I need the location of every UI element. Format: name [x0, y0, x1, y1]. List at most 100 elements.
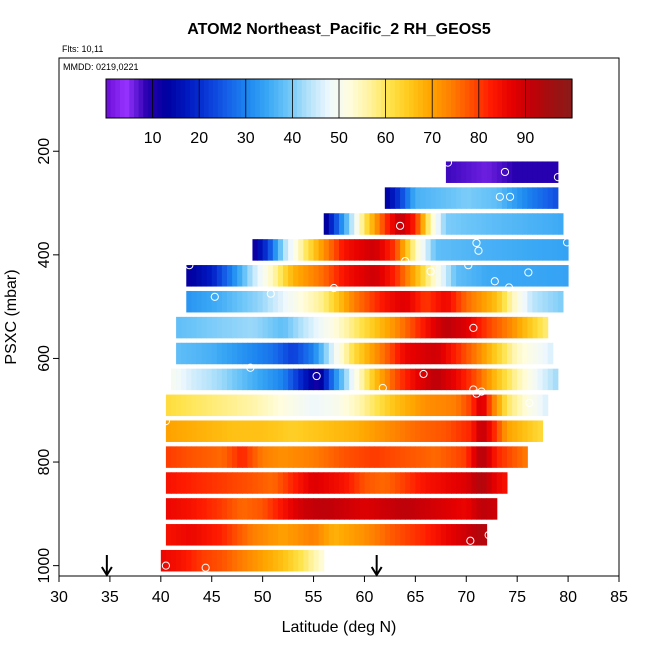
- track-point: [329, 283, 339, 293]
- heatmap-cell: [328, 239, 335, 261]
- heatmap-cell: [262, 549, 269, 572]
- x-tick-label: 30: [50, 589, 68, 606]
- heatmap-cell: [339, 472, 345, 494]
- heatmap-cell: [532, 239, 539, 261]
- heatmap-cell: [186, 316, 192, 339]
- heatmap-cell: [354, 472, 360, 494]
- heatmap-cell: [333, 265, 340, 287]
- heatmap-cell: [328, 472, 335, 494]
- heatmap-cell: [232, 472, 238, 494]
- heatmap-cell: [425, 316, 432, 339]
- heatmap-cell: [191, 446, 197, 468]
- heatmap-cell: [237, 549, 243, 572]
- heatmap-cell: [400, 316, 406, 339]
- colorbar-swatch: [516, 79, 522, 118]
- colorbar-swatch: [106, 79, 112, 118]
- heatmap-cell: [496, 342, 503, 365]
- heatmap-cell: [242, 368, 248, 391]
- arrow-head: [370, 566, 383, 577]
- heatmap-cell: [501, 316, 508, 339]
- heatmap-cell: [471, 394, 477, 417]
- colorbar-swatch: [199, 79, 205, 118]
- heatmap-cell: [216, 342, 223, 365]
- heatmap-cell: [451, 472, 457, 494]
- heatmap-cell: [425, 342, 432, 365]
- heatmap-cell: [221, 342, 228, 365]
- heatmap-cell: [476, 161, 483, 183]
- heatmap-cell: [318, 446, 325, 468]
- heatmap-cell: [440, 368, 447, 391]
- heatmap-cell: [201, 342, 208, 365]
- track-point: [466, 536, 475, 545]
- heatmap-cell: [283, 524, 289, 546]
- heatmap-cell: [461, 394, 467, 417]
- heatmap-cell: [171, 368, 177, 391]
- heatmap-cell: [349, 498, 355, 520]
- heatmap-cell: [512, 394, 518, 417]
- heatmap-cell: [165, 394, 172, 417]
- heatmap-cell: [369, 446, 376, 468]
- heatmap-cell: [288, 472, 294, 494]
- heatmap-cell: [237, 265, 243, 287]
- heatmap-cell: [216, 290, 223, 313]
- heatmap-cell: [323, 316, 330, 339]
- heatmap-cell: [374, 420, 381, 442]
- heatmap-cell: [512, 265, 518, 287]
- heatmap-cell: [369, 368, 376, 391]
- heatmap-cell: [384, 368, 391, 391]
- heatmap-cell: [527, 239, 533, 261]
- colorbar-swatch: [474, 79, 480, 118]
- colorbar-swatch: [255, 79, 261, 118]
- heatmap-cell: [425, 187, 432, 209]
- heatmap-cell: [369, 394, 376, 417]
- colorbar-swatch: [311, 79, 317, 118]
- colorbar-swatch: [329, 79, 335, 118]
- colorbar-swatch: [413, 79, 419, 118]
- heatmap-cell: [201, 368, 208, 391]
- heatmap-cell: [323, 524, 330, 546]
- heatmap-cell: [486, 213, 493, 235]
- colorbar-swatch: [506, 79, 513, 118]
- heatmap-cell: [247, 265, 253, 287]
- heatmap-cell: [303, 420, 309, 442]
- heatmap-cell: [445, 394, 452, 417]
- heatmap-cell: [277, 394, 284, 417]
- heatmap-cell: [435, 290, 442, 313]
- heatmap-cell: [237, 446, 243, 468]
- heatmap-cell: [410, 524, 416, 546]
- heatmap-cell: [349, 316, 355, 339]
- heatmap-cell: [339, 213, 345, 235]
- track-point: [378, 383, 387, 393]
- heatmap-cell: [221, 446, 228, 468]
- heatmap-cell: [354, 239, 360, 261]
- heatmap-cell: [186, 265, 192, 287]
- heatmap-cell: [379, 498, 386, 520]
- heatmap-cell: [176, 549, 182, 572]
- heatmap-cell: [293, 446, 299, 468]
- heatmap-cell: [252, 420, 259, 442]
- heatmap-cell: [491, 161, 498, 183]
- heatmap-cell: [196, 265, 203, 287]
- heatmap-cell: [165, 472, 172, 494]
- heatmap-cell: [277, 472, 284, 494]
- heatmap-cell: [328, 265, 335, 287]
- heatmap-cell: [288, 316, 294, 339]
- heatmap-cell: [211, 472, 218, 494]
- heatmap-cell: [532, 342, 539, 365]
- heatmap-cell: [216, 368, 223, 391]
- heatmap-cell: [318, 472, 325, 494]
- heatmap-cell: [181, 524, 187, 546]
- dates-label: MMDD: 0219,0221: [63, 62, 139, 72]
- heatmap-cell: [435, 342, 442, 365]
- heatmap-cell: [201, 549, 208, 572]
- heatmap-cell: [165, 420, 172, 442]
- heatmap-cell: [537, 368, 544, 391]
- heatmap-cell: [333, 342, 340, 365]
- heatmap-cell: [364, 394, 371, 417]
- heatmap-cell: [384, 213, 391, 235]
- heatmap-cell: [328, 316, 335, 339]
- heatmap-cell: [176, 394, 182, 417]
- heatmap-cell: [456, 420, 462, 442]
- heatmap-cell: [186, 549, 192, 572]
- heatmap-cell: [501, 213, 508, 235]
